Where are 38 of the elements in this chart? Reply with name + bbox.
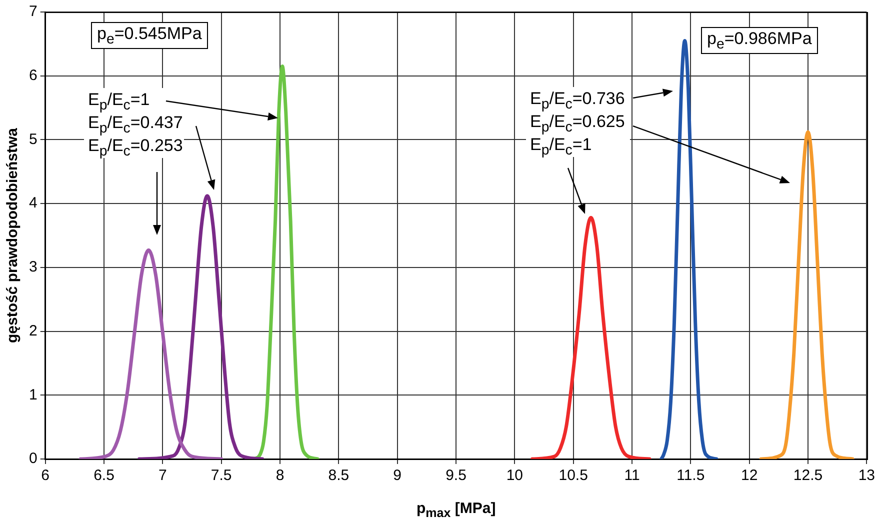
annotation: E$_{p}$/E$_{c}$=1 [88,90,150,114]
annotation: p$_{e}$=0.986MPa [701,27,818,54]
x-tick-label: 12 [740,467,758,484]
x-tick-label: 13 [858,467,875,484]
annotation: E$_{p}$/E$_{c}$=0.625 [530,112,625,136]
x-tick-label: 11.5 [676,467,705,484]
line-series [252,64,320,459]
x-tick-label: 6 [41,467,50,484]
y-tick-label: 7 [29,3,38,20]
x-tick-label: 9 [393,467,402,484]
y-tick-label: 5 [29,130,38,148]
y-tick-label: 6 [29,67,38,84]
x-tick-label: 7.5 [210,467,232,484]
x-tick-label: 8.5 [328,467,350,484]
x-tick-label: 6.5 [94,467,114,484]
x-axis-title: p$_{max}$ [MPa] [416,500,496,520]
x-tick-label: 8 [276,467,284,484]
y-axis-title: gęstość prawdopodobieństwa [4,127,22,344]
annotation: E$_{p}$/E$_{c}$=0.437 [88,113,183,136]
x-tick-label: 10 [506,467,524,484]
y-tick-label: 1 [29,386,38,404]
x-tick-label: 10.5 [558,467,588,484]
x-tick-label: 9.5 [446,467,466,484]
line-series [530,216,652,459]
line-series [78,248,224,459]
annotation: E$_{p}$/E$_{c}$=0.253 [88,136,183,162]
x-tick-label: 7 [158,467,167,484]
x-tick-label: 11 [624,467,640,484]
y-tick-label: 0 [29,450,38,468]
annotation: E$_{p}$/E$_{c}$=0.736 [530,89,625,112]
y-tick-label: 2 [29,322,38,340]
y-tick-label: 3 [29,258,38,276]
line-series [759,130,854,459]
line-series [137,194,264,459]
x-tick-label: 12.5 [793,467,823,484]
annotation: E$_{p}$/E$_{c}$=1 [530,135,592,160]
annotation: p$_{e}$=0.545MPa [91,22,208,50]
y-tick-label: 4 [29,194,38,212]
